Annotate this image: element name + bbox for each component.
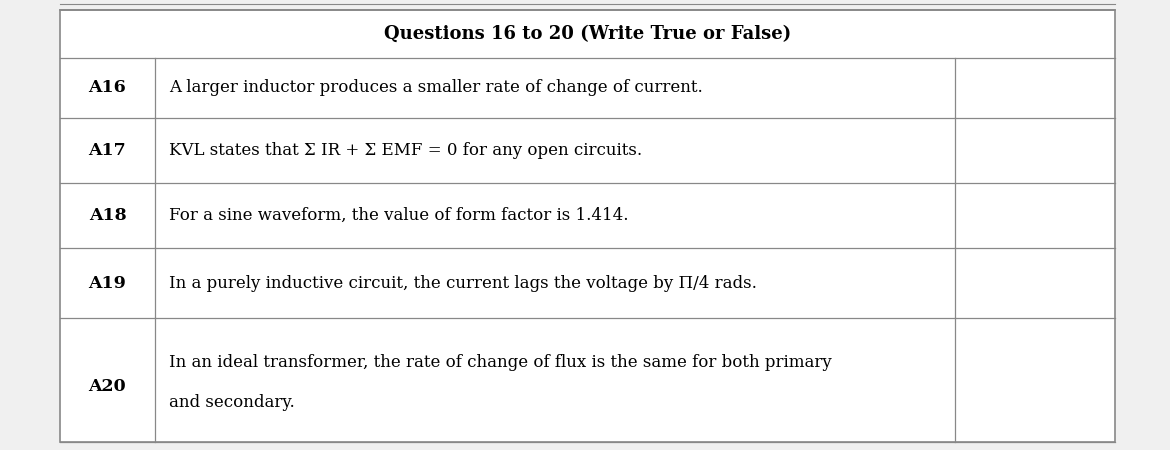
Text: A19: A19 xyxy=(89,274,126,292)
Text: Questions 16 to 20 (Write True or False): Questions 16 to 20 (Write True or False) xyxy=(384,25,791,43)
Text: A16: A16 xyxy=(89,80,126,96)
Text: For a sine waveform, the value of form factor is 1.414.: For a sine waveform, the value of form f… xyxy=(168,207,628,224)
Text: KVL states that Σ IR + Σ EMF = 0 for any open circuits.: KVL states that Σ IR + Σ EMF = 0 for any… xyxy=(168,142,642,159)
Text: A18: A18 xyxy=(89,207,126,224)
Text: and secondary.: and secondary. xyxy=(168,394,295,411)
Text: A20: A20 xyxy=(89,378,126,395)
Text: In an ideal transformer, the rate of change of flux is the same for both primary: In an ideal transformer, the rate of cha… xyxy=(168,354,832,371)
Text: In a purely inductive circuit, the current lags the voltage by Π/4 rads.: In a purely inductive circuit, the curre… xyxy=(168,274,757,292)
Text: A larger inductor produces a smaller rate of change of current.: A larger inductor produces a smaller rat… xyxy=(168,80,703,96)
Bar xyxy=(60,10,1115,58)
Text: A17: A17 xyxy=(89,142,126,159)
